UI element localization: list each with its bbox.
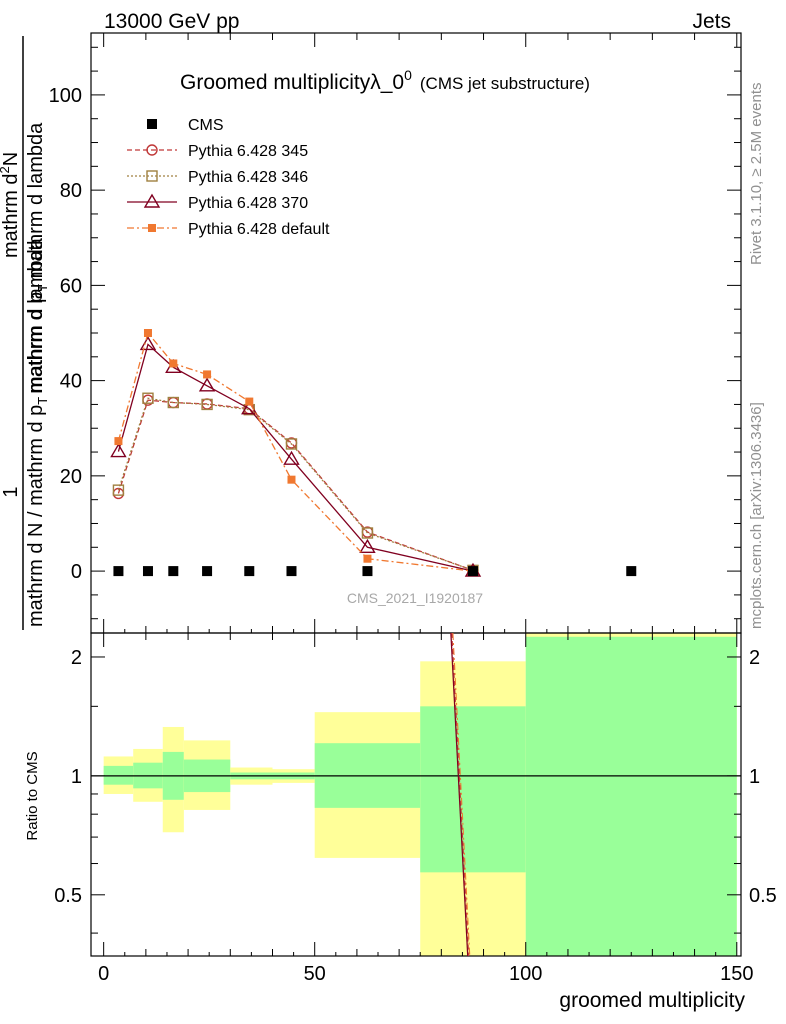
series-0-point-2 — [168, 566, 179, 577]
ratio-line-370 — [450, 632, 469, 957]
ratio-tick-label-left-1: 1 — [71, 766, 82, 788]
legend-marker-0 — [147, 119, 157, 129]
y-label-inum-b: N — [0, 152, 22, 166]
legend-marker-4 — [148, 224, 156, 232]
ratio-tick-label-right-1: 1 — [749, 766, 760, 788]
y-tick-label-1: 20 — [60, 466, 82, 488]
x-axis-label: groomed multiplicity — [559, 989, 745, 1012]
analysis-watermark: CMS_2021_I1920187 — [347, 590, 483, 606]
legend-label-4: Pythia 6.428 default — [188, 221, 330, 238]
y-label-den-a: mathrm d N / mathrm d p — [25, 405, 47, 627]
mcplots-label: mcplots.cern.ch [arXiv:1306.3436] — [748, 402, 765, 629]
y-tick-label-3: 60 — [60, 275, 82, 297]
y-label-numerator: 1 — [0, 486, 22, 497]
y-label-iden-sub: T — [35, 284, 50, 292]
series-1 — [112, 394, 479, 577]
ratio-uncertainty-bands — [103, 633, 737, 956]
legend-marker-2 — [146, 170, 158, 182]
ratio-y-label: Ratio to CMS — [24, 751, 41, 840]
ratio-band-inner-8 — [525, 636, 737, 956]
series-0-point-4 — [244, 566, 255, 577]
y-label-den-tail: mathrm d lambda — [25, 237, 47, 393]
series-4 — [114, 329, 477, 576]
series-3-point-0 — [110, 443, 127, 458]
ratio-tick-label-left-0: 0.5 — [54, 885, 82, 907]
legend-label-3: Pythia 6.428 370 — [188, 195, 308, 212]
series-3-point-1 — [139, 336, 157, 351]
axis-tick-labels: 0 50 100 150 0 20 40 60 80 100 0.5 0.5 1 1 2 2 — [49, 85, 777, 985]
legend-label-0: CMS — [188, 117, 224, 134]
legend-marker-3 — [143, 193, 161, 208]
plot-title-sup: 0 — [404, 67, 412, 83]
series-2-point-2 — [167, 396, 180, 409]
y-tick-label-5: 100 — [49, 85, 82, 107]
ratio-plot-frame — [90, 632, 742, 957]
x-tick-label-3: 150 — [720, 963, 753, 985]
legend: CMS Pythia 6.428 345 Pythia 6.428 346 Pythi… — [127, 117, 330, 238]
series-3-point-6 — [359, 538, 376, 553]
series-2-point-6 — [361, 527, 374, 539]
y-label-inner-numerator: mathrm d2N — [0, 152, 22, 258]
series-0-point-3 — [202, 566, 213, 577]
series-2-point-0 — [112, 484, 125, 496]
ratio-line-345 — [451, 632, 470, 957]
series-3-point-5 — [283, 450, 300, 465]
series-2-point-3 — [201, 398, 213, 411]
legend-marker-1 — [146, 144, 158, 156]
y-label-inner-denominator: mathrm d pT mathrm d lambda — [25, 122, 50, 393]
ratio-tick-label-right-2: 2 — [749, 647, 760, 669]
y-label-iden-a: mathrm d p — [25, 292, 47, 393]
series-line-1 — [117, 399, 474, 571]
rivet-label: Rivet 3.1.10, ≥ 2.5M events — [748, 83, 765, 266]
series-0-point-8 — [626, 566, 637, 577]
ratio-tick-label-right-0: 0.5 — [749, 885, 777, 907]
series-4-point-2 — [169, 359, 178, 368]
plot-title-main: Groomed multiplicityλ_0 — [180, 71, 404, 94]
series-4-point-3 — [203, 370, 212, 379]
series-3-point-3 — [198, 377, 216, 392]
series-4-point-0 — [114, 437, 123, 446]
legend-label-1: Pythia 6.428 345 — [188, 143, 308, 160]
series-line-3 — [117, 343, 474, 572]
y-tick-label-4: 80 — [60, 180, 82, 202]
x-tick-label-1: 50 — [304, 963, 326, 985]
plot-title-note: (CMS jet substructure) — [420, 74, 590, 93]
series-2-point-1 — [142, 392, 154, 404]
y-tick-label-0: 0 — [71, 561, 82, 583]
series-0-point-7 — [467, 566, 478, 577]
y-axis-label: 1 mathrm d N / mathrm d pTmathrm d lambd… — [0, 36, 50, 630]
series-3 — [110, 336, 482, 577]
series-line-2 — [117, 397, 474, 571]
plot-title: Groomed multiplicityλ_00 (CMS jet substru… — [180, 67, 590, 94]
y-label-iden-b: mathrm d lambda — [25, 122, 47, 284]
series-4-point-4 — [245, 397, 254, 406]
series-0-point-0 — [113, 566, 124, 577]
series-4-point-6 — [363, 554, 372, 563]
y-label-inum-a: mathrm d — [0, 174, 22, 258]
ratio-tick-label-left-2: 2 — [71, 647, 82, 669]
legend-label-2: Pythia 6.428 346 — [188, 169, 308, 186]
y-label-inum-sup: 2 — [0, 166, 12, 173]
ratio-lines — [91, 632, 741, 957]
series-2-point-5 — [285, 438, 298, 450]
series-4-point-1 — [143, 329, 152, 337]
header-right: Jets — [692, 10, 731, 33]
series-0-point-1 — [142, 566, 153, 577]
ratio-band-inner-7 — [420, 706, 526, 873]
x-tick-label-0: 0 — [98, 963, 109, 985]
ratio-line-default — [452, 632, 471, 957]
series-4-point-5 — [287, 475, 296, 484]
series-0 — [113, 566, 637, 577]
x-tick-label-2: 100 — [509, 963, 542, 985]
data-series — [110, 329, 637, 577]
y-tick-label-2: 40 — [60, 371, 82, 393]
series-0-point-6 — [362, 566, 373, 577]
y-label-den-sub: T — [35, 397, 50, 405]
series-line-4 — [117, 331, 474, 572]
header-left: 13000 GeV pp — [104, 10, 239, 33]
series-0-point-5 — [286, 566, 297, 577]
y-label-denominator: mathrm d N / mathrm d pTmathrm d lambda — [25, 237, 50, 627]
